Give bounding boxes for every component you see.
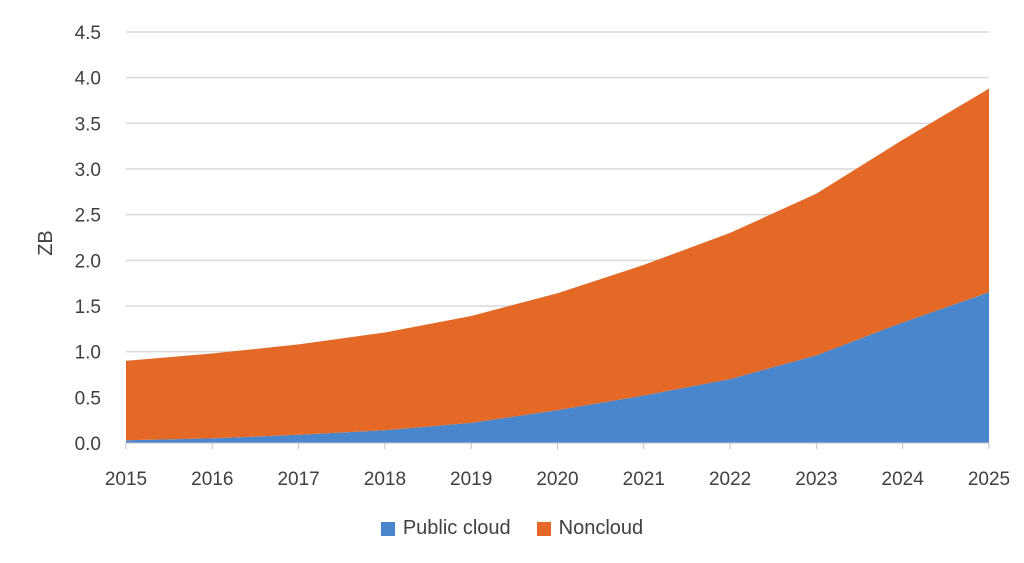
y-tick-label: 2.5	[75, 206, 101, 227]
y-tick-label: 0.0	[75, 434, 101, 455]
legend-item: Noncloud	[536, 517, 644, 540]
legend: Public cloud Noncloud	[0, 517, 1024, 540]
legend-swatch	[380, 521, 395, 536]
area-public-cloud	[126, 292, 989, 443]
y-tick-label: 1.5	[75, 297, 101, 318]
area-series	[126, 88, 989, 443]
y-tick-label: 4.0	[75, 69, 101, 90]
x-tick-label: 2015	[105, 469, 147, 490]
x-tick-label: 2024	[882, 469, 925, 490]
area-noncloud	[126, 88, 989, 441]
x-tick-label: 2020	[536, 469, 578, 490]
y-tick-labels: 0.0 0.5 1.0 1.5 2.0 2.5 3.0 3.5 4.0 4.5	[75, 23, 101, 455]
x-tick-label: 2019	[450, 469, 492, 490]
y-tick-label: 1.0	[75, 343, 101, 364]
y-tick-label: 3.0	[75, 160, 101, 181]
legend-label: Noncloud	[558, 517, 644, 539]
x-tick-label: 2017	[277, 469, 319, 490]
y-tick-label: 0.5	[75, 388, 101, 409]
legend-item: Public cloud	[380, 517, 511, 540]
x-tick-label: 2018	[364, 469, 406, 490]
x-tick-label: 2022	[709, 469, 751, 490]
legend-swatch	[536, 521, 551, 536]
y-tick-label: 3.5	[75, 114, 101, 135]
x-tick-labels: 2015 2016 2017 2018 2019 2020 2021 2022 2023 2024…	[105, 443, 1010, 490]
x-tick-label: 2021	[623, 469, 665, 490]
y-tick-label: 2.0	[75, 251, 101, 272]
x-tick-label: 2016	[191, 469, 233, 490]
legend-label: Public cloud	[402, 517, 511, 539]
y-tick-label: 4.5	[75, 23, 101, 44]
y-axis-label: ZB	[35, 230, 57, 256]
x-tick-label: 2023	[795, 469, 837, 490]
x-tick-label: 2025	[968, 469, 1010, 490]
